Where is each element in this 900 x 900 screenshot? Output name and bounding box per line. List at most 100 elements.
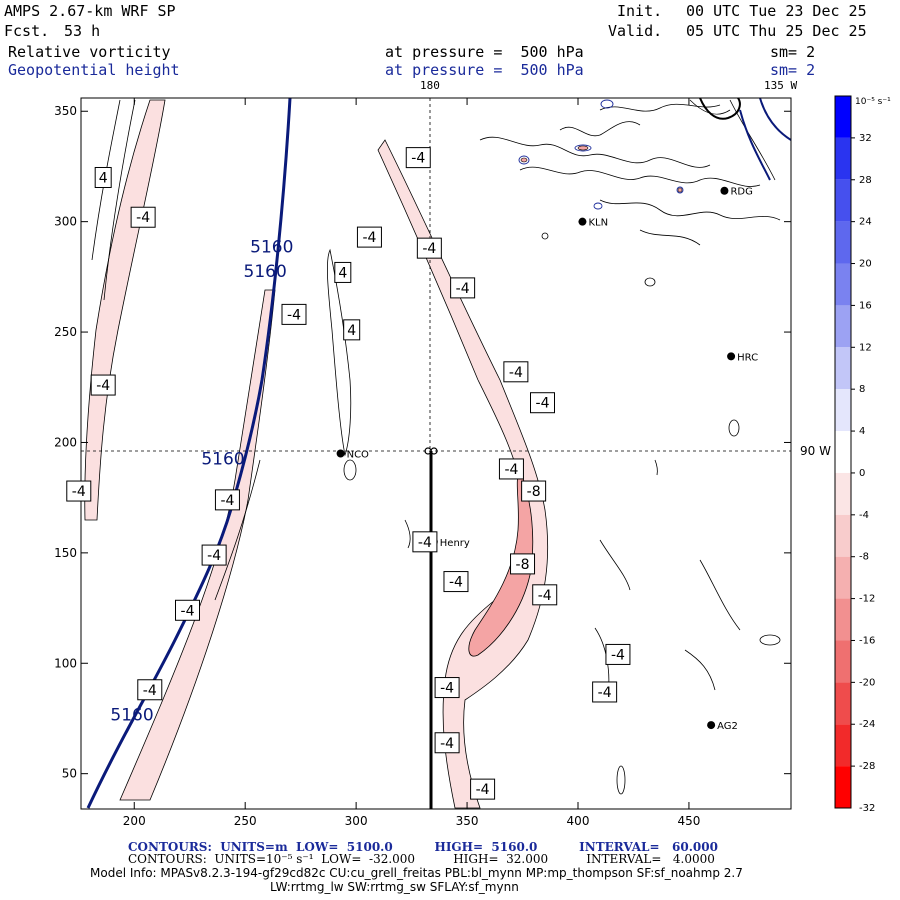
svg-text:-4: -4 <box>598 685 612 701</box>
colorbar-swatch-12 <box>835 598 851 641</box>
colorbar-swatch-1 <box>835 137 851 180</box>
svg-text:-4: -4 <box>449 575 463 591</box>
vorticity-label-17: -4 <box>175 599 200 621</box>
vorticity-label-14: -4 <box>66 480 92 502</box>
svg-text:-4: -4 <box>181 603 195 619</box>
svg-text:-4: -4 <box>411 151 425 167</box>
vorticity-label-6: -4 <box>356 226 382 248</box>
forecast-value: 53 h <box>64 22 101 40</box>
y-tick-label-3: 200 <box>54 435 77 449</box>
y-tick-label-4: 150 <box>54 546 77 560</box>
y-tick-label-0: 350 <box>54 104 77 118</box>
x-tick-label-4: 400 <box>567 814 590 828</box>
station-label-ag2: AG2 <box>717 721 738 732</box>
svg-text:-4: -4 <box>538 588 552 604</box>
map-plot-area <box>81 98 791 809</box>
vorticity-label-0: 4 <box>94 166 112 188</box>
vorticity-label-27: -4 <box>137 679 163 701</box>
colorbar-label-6: 8 <box>859 384 865 395</box>
vorticity-label-1: -4 <box>130 206 156 228</box>
neg-vorticity-band-west <box>84 99 166 521</box>
model-title: AMPS 2.67-km WRF SP <box>4 2 176 20</box>
colorbar-label-0: 32 <box>859 133 872 144</box>
y-tick-label-5: 100 <box>54 656 77 670</box>
svg-text:-4: -4 <box>96 378 110 394</box>
vorticity-label-19: -4 <box>443 571 469 593</box>
vorticity-label-3: 4 <box>334 261 352 283</box>
field2-level: at pressure = 500 hPa <box>385 61 584 79</box>
contour-labels: 51605160516051604-4-444-4-4-4-4-4-4-4-4-… <box>66 147 631 800</box>
svg-text:-4: -4 <box>504 462 518 478</box>
colorbar-unit-label: 10⁻⁵ s⁻¹ <box>855 97 891 107</box>
station-dot-ag2 <box>707 721 716 730</box>
colorbar-swatch-14 <box>835 682 851 725</box>
colorbar-swatch-3 <box>835 221 851 264</box>
lon-label-135w: 135 W <box>764 79 798 92</box>
svg-text:-8: -8 <box>527 484 541 500</box>
colorbar-swatch-0 <box>835 96 851 138</box>
station-dot-kln <box>578 217 587 226</box>
height-label-2: 5160 <box>201 450 244 470</box>
colorbar-label-5: 12 <box>859 342 872 353</box>
forecast-label: Fcst. <box>4 22 50 40</box>
colorbar-swatch-6 <box>835 347 851 390</box>
svg-text:-4: -4 <box>72 484 86 500</box>
colorbar-label-16: -32 <box>859 803 875 814</box>
vorticity-label-15: -4 <box>214 489 240 511</box>
svg-text:-4: -4 <box>476 782 490 798</box>
neg-vorticity-band-ridge <box>119 289 276 801</box>
station-label-rdg: RDG <box>730 187 752 198</box>
lat-label-90w: 90 W <box>800 444 831 458</box>
colorbar-label-12: -16 <box>859 635 875 646</box>
vorticity-label-2: -4 <box>281 303 307 325</box>
colorbar-swatch-13 <box>835 640 851 683</box>
vorticity-label-7: -4 <box>405 147 431 169</box>
valid-value: 05 UTC Thu 25 Dec 25 <box>686 22 867 40</box>
colorbar-swatch-5 <box>835 305 851 348</box>
footer-model-info: Model Info: MPASv8.2.3-194-gf29cd82c CU:… <box>90 866 743 880</box>
vorticity-label-8: -4 <box>416 237 442 259</box>
height-label-3: 5160 <box>110 706 153 726</box>
x-tick-label-1: 250 <box>234 814 257 828</box>
vorticity-label-26: -4 <box>470 778 496 800</box>
field2-name: Geopotential height <box>8 61 180 79</box>
vorticity-label-10: -4 <box>503 361 529 383</box>
vorticity-label-20: -8 <box>510 553 536 575</box>
vorticity-label-18: -4 <box>412 531 438 553</box>
height-label-0: 5160 <box>250 238 293 258</box>
height-label-1: 5160 <box>244 262 287 282</box>
colorbar-swatch-9 <box>835 472 851 515</box>
x-tick-label-0: 200 <box>123 814 146 828</box>
svg-text:-4: -4 <box>287 307 301 323</box>
svg-text:-4: -4 <box>220 493 234 509</box>
station-dot-rdg <box>720 186 729 195</box>
vorticity-label-23: -4 <box>592 681 618 703</box>
vorticity-label-13: -8 <box>521 480 547 502</box>
svg-text:-4: -4 <box>136 210 150 226</box>
footer-height-contours: CONTOURS: UNITS=m LOW= 5100.0 HIGH= 5160… <box>128 840 718 854</box>
colorbar-label-3: 20 <box>859 259 872 270</box>
vorticity-label-25: -4 <box>434 732 460 754</box>
x-tick-label-5: 450 <box>677 814 700 828</box>
y-tick-label-2: 250 <box>54 325 77 339</box>
svg-text:-4: -4 <box>207 548 221 564</box>
colorbar-swatch-2 <box>835 179 851 222</box>
colorbar-swatch-8 <box>835 431 851 473</box>
colorbar-label-11: -12 <box>859 594 875 605</box>
svg-text:-4: -4 <box>509 365 523 381</box>
field1-smoothing: sm= 2 <box>770 43 816 61</box>
lon-label-180: 180 <box>420 79 440 92</box>
y-tick-label-1: 300 <box>54 215 77 229</box>
colorbar-label-4: 16 <box>859 300 872 311</box>
vorticity-label-24: -4 <box>434 677 460 699</box>
valid-label: Valid. <box>608 22 663 40</box>
svg-text:-4: -4 <box>440 736 454 752</box>
vorticity-label-11: -4 <box>530 392 555 414</box>
init-value: 00 UTC Tue 23 Dec 25 <box>686 2 867 20</box>
plot-frame <box>80 97 792 810</box>
colorbar-label-8: 0 <box>859 468 865 479</box>
vorticity-label-16: -4 <box>201 544 227 566</box>
colorbar-swatch-16 <box>835 766 851 808</box>
coastline-northeast <box>699 98 741 120</box>
